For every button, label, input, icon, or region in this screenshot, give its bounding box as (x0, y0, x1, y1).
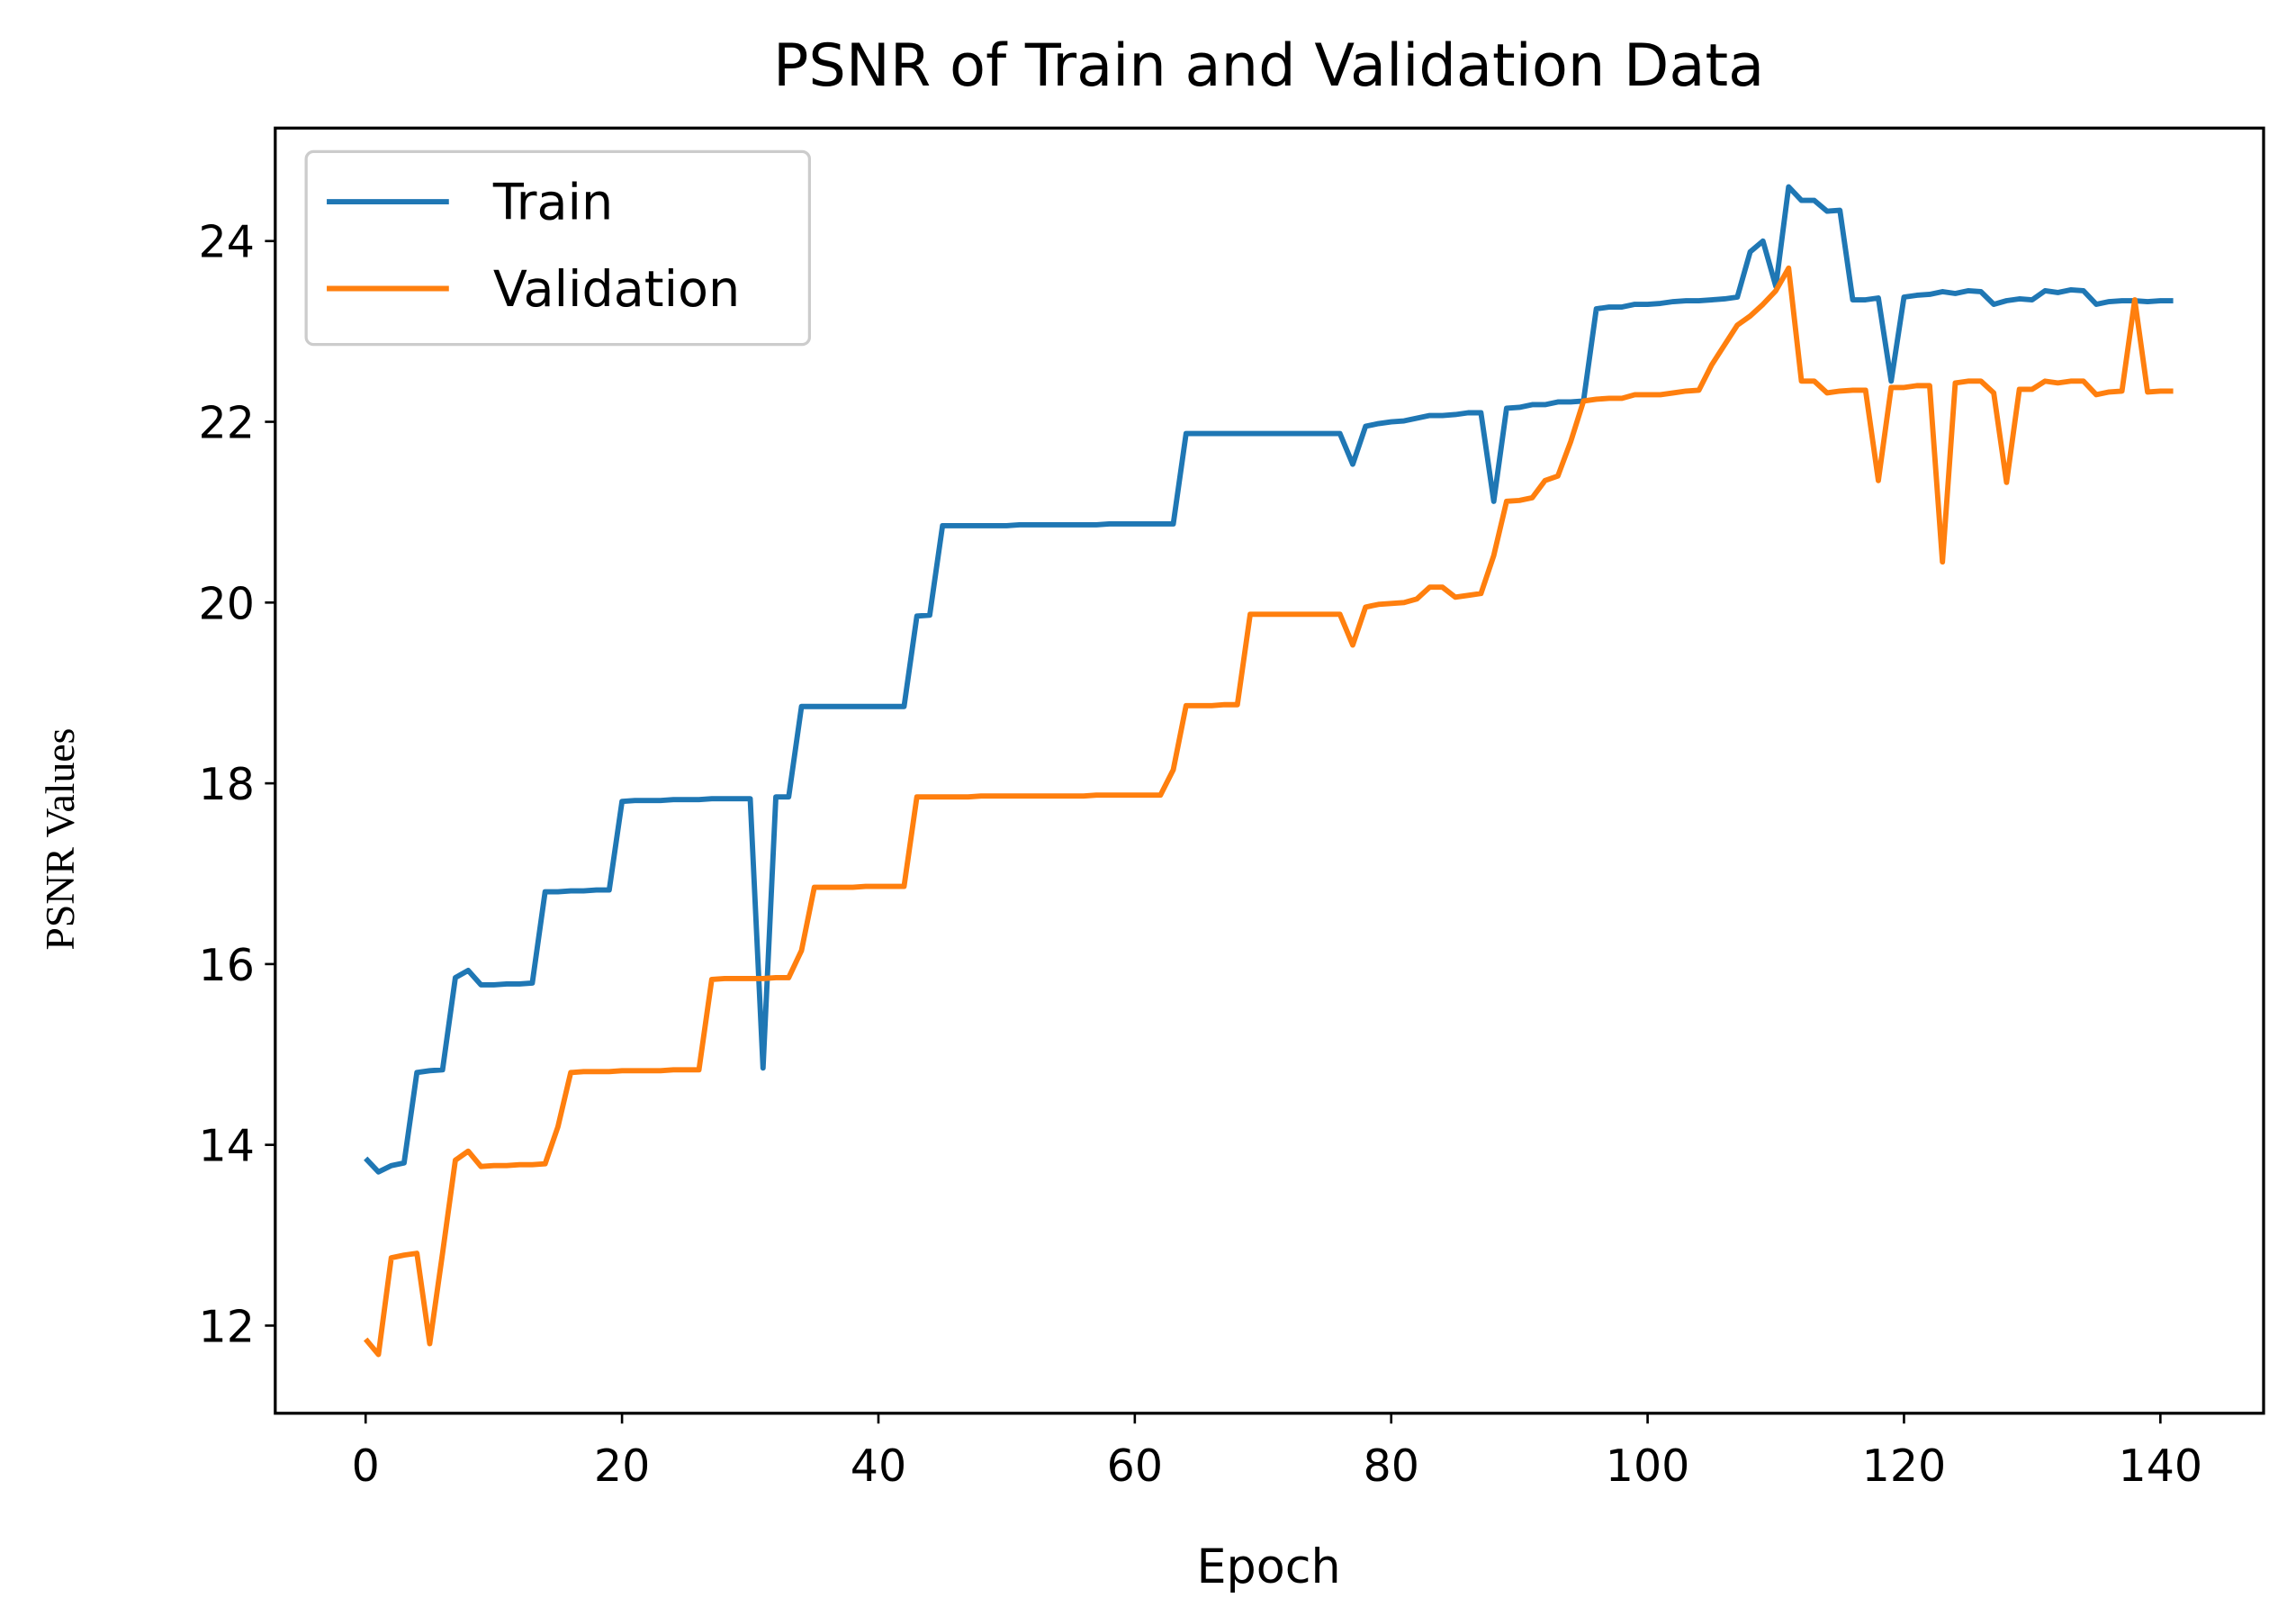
legend-label: Validation (493, 260, 740, 319)
plot-area (363, 184, 2174, 1358)
axes-frame (274, 126, 2265, 1415)
x-tick-label: 100 (1606, 1440, 1690, 1492)
y-tick-label: 18 (199, 758, 255, 810)
y-tick-label: 16 (199, 939, 255, 991)
x-tick-label: 120 (1862, 1440, 1947, 1492)
chart-title: PSNR of Train and Validation Data (773, 32, 1764, 100)
x-tick-label: 20 (594, 1440, 650, 1492)
y-axis-label: PSNR Values (37, 728, 83, 951)
y-tick-label: 22 (199, 397, 255, 449)
x-axis-label: Epoch (1196, 1539, 1340, 1594)
x-tick-label: 40 (851, 1440, 906, 1492)
x-tick-label: 140 (2119, 1440, 2203, 1492)
x-tick-label: 80 (1364, 1440, 1419, 1492)
line-series (364, 184, 2174, 1175)
x-tick-label: 60 (1107, 1440, 1163, 1492)
legend: Train Validation (304, 149, 812, 347)
y-tick-label: 12 (199, 1300, 255, 1352)
line-series (363, 265, 2174, 1358)
y-tick-label: 20 (199, 577, 255, 629)
y-tick-label: 24 (199, 216, 255, 268)
y-tick-label: 14 (199, 1120, 255, 1172)
legend-label: Train (492, 174, 613, 232)
x-tick-label: 0 (352, 1440, 380, 1492)
